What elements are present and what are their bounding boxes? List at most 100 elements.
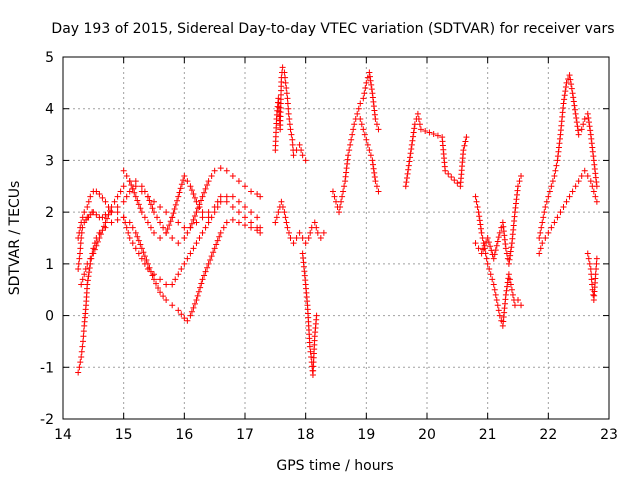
data-point [369, 94, 376, 101]
data-point [569, 188, 576, 195]
data-point [445, 170, 452, 177]
data-point [369, 90, 376, 97]
data-point [126, 235, 133, 241]
data-point [187, 224, 194, 231]
data-point [279, 64, 286, 71]
data-point [348, 136, 355, 143]
data-point [77, 224, 84, 231]
data-point [132, 183, 139, 190]
data-point [361, 131, 368, 138]
data-point [589, 144, 596, 151]
data-point [329, 188, 336, 195]
data-point [485, 239, 492, 246]
data-point [477, 221, 484, 228]
data-point [570, 94, 577, 101]
data-point [149, 205, 156, 212]
data-point [129, 224, 136, 231]
data-point [540, 214, 547, 221]
data-point [364, 141, 371, 148]
data-point [79, 343, 86, 350]
data-point [403, 179, 410, 186]
data-point [592, 271, 599, 278]
data-point [479, 235, 486, 241]
data-point [372, 178, 379, 185]
data-point [210, 249, 217, 256]
data-point [107, 207, 114, 214]
data-point [167, 218, 174, 225]
data-point [410, 129, 417, 136]
data-point [235, 198, 242, 205]
data-point [568, 85, 575, 92]
data-point [175, 240, 182, 247]
data-point [242, 183, 248, 190]
data-point [366, 147, 373, 154]
data-point [188, 220, 195, 227]
data-point [518, 172, 525, 179]
data-point [149, 272, 156, 279]
data-point [573, 115, 580, 122]
data-point [592, 170, 599, 177]
data-point [190, 216, 197, 223]
data-point [205, 219, 212, 226]
data-point [590, 188, 597, 195]
data-point [141, 188, 148, 195]
series-E [120, 167, 212, 241]
x-axis-label: GPS time / hours [276, 458, 393, 474]
data-point [169, 302, 176, 309]
data-point [205, 260, 212, 267]
data-point [94, 238, 101, 245]
data-point [369, 157, 376, 164]
data-point [492, 247, 499, 254]
series-P [584, 250, 600, 304]
data-point [511, 209, 518, 216]
data-point [217, 198, 224, 205]
data-point [217, 193, 224, 200]
data-point [404, 170, 411, 177]
data-point [181, 172, 188, 179]
data-point [585, 119, 592, 126]
axis-ticks [62, 56, 610, 420]
data-point [211, 167, 218, 174]
data-point [551, 172, 558, 179]
data-point [199, 209, 206, 216]
data-point [75, 369, 82, 376]
x-tick-label: 22 [539, 427, 557, 443]
data-point [572, 183, 579, 190]
data-point [494, 238, 501, 245]
data-point [372, 116, 379, 123]
data-point [134, 233, 141, 240]
data-point [575, 127, 582, 134]
y-tick-label: 4 [45, 102, 54, 118]
data-point [132, 229, 139, 236]
data-point [313, 224, 320, 231]
data-point [407, 154, 414, 161]
data-point [566, 193, 573, 200]
data-point [174, 197, 181, 204]
data-point [114, 209, 121, 216]
data-point [588, 140, 595, 147]
data-point [285, 110, 292, 117]
data-point [476, 217, 483, 224]
data-point [495, 234, 502, 241]
data-point [505, 271, 512, 278]
data-point [213, 241, 220, 248]
data-point [299, 235, 306, 241]
series-H [299, 250, 320, 379]
data-point [370, 161, 377, 168]
data-point [129, 240, 136, 247]
x-tick-label: 23 [600, 427, 618, 443]
data-point [560, 203, 567, 210]
data-point [229, 203, 236, 210]
data-point [191, 300, 198, 307]
data-point [375, 188, 382, 195]
y-tick-label: 3 [45, 153, 54, 169]
x-tick-label: 15 [115, 427, 133, 443]
data-point [205, 214, 212, 221]
data-point [77, 359, 84, 366]
data-point [164, 225, 171, 232]
series-L [472, 193, 525, 329]
data-point [93, 211, 100, 218]
x-tick-label: 21 [479, 427, 497, 443]
data-point [477, 225, 484, 232]
